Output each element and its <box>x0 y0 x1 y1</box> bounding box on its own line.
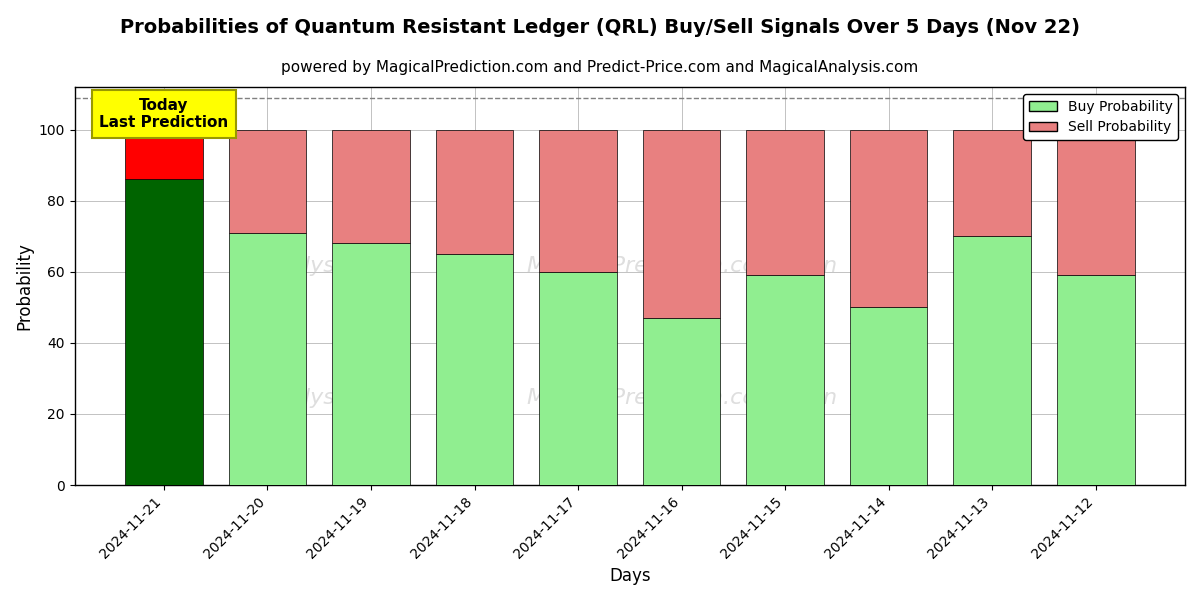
Bar <box>436 254 514 485</box>
Bar <box>125 179 203 485</box>
Bar <box>643 130 720 318</box>
Bar <box>332 130 410 244</box>
Bar <box>953 130 1031 236</box>
Text: n: n <box>823 388 836 407</box>
Bar <box>1057 275 1134 485</box>
Text: n: n <box>490 256 504 276</box>
Text: calAnalysis.com: calAnalysis.com <box>230 388 408 407</box>
Text: powered by MagicalPrediction.com and Predict-Price.com and MagicalAnalysis.com: powered by MagicalPrediction.com and Pre… <box>281 60 919 75</box>
Text: Probabilities of Quantum Resistant Ledger (QRL) Buy/Sell Signals Over 5 Days (No: Probabilities of Quantum Resistant Ledge… <box>120 18 1080 37</box>
Bar <box>746 275 824 485</box>
Legend: Buy Probability, Sell Probability: Buy Probability, Sell Probability <box>1024 94 1178 140</box>
Text: Today
Last Prediction: Today Last Prediction <box>100 98 228 130</box>
Bar <box>850 307 928 485</box>
Bar <box>539 130 617 272</box>
Bar <box>125 130 203 179</box>
X-axis label: Days: Days <box>610 567 650 585</box>
Bar <box>229 233 306 485</box>
Bar <box>436 130 514 254</box>
Bar <box>1057 130 1134 275</box>
Text: MagicnlPrediction.com: MagicnlPrediction.com <box>527 256 778 276</box>
Text: n: n <box>823 256 836 276</box>
Text: calAnalysis.com: calAnalysis.com <box>230 256 408 276</box>
Bar <box>850 130 928 307</box>
Y-axis label: Probability: Probability <box>16 242 34 330</box>
Bar <box>539 272 617 485</box>
Bar <box>953 236 1031 485</box>
Bar <box>332 244 410 485</box>
Bar <box>229 130 306 233</box>
Text: n: n <box>490 388 504 407</box>
Bar <box>643 318 720 485</box>
Text: MagicnlPrediction.com: MagicnlPrediction.com <box>527 388 778 407</box>
Bar <box>746 130 824 275</box>
